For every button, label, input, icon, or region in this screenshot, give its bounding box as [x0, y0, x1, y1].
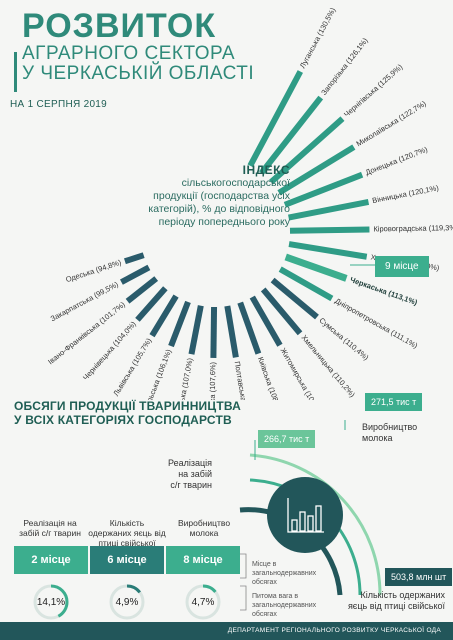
- index-description: ІНДЕКС сільськогосподарської продукції (…: [140, 163, 290, 229]
- milk-label: Виробництво молока: [362, 422, 417, 444]
- index-radial-chart: Луганська (130,5%)Запорізька (126,1%)Чер…: [46, 6, 453, 400]
- title-accent-bar: [14, 52, 17, 92]
- meat-value-badge: 266,7 тис т: [258, 430, 316, 448]
- bar-label-Вінницька: Вінницька (120,1%): [371, 183, 439, 205]
- index-title: ІНДЕКС: [242, 163, 290, 177]
- title-line-3: У ЧЕРКАСЬКІЙ ОБЛАСТІ: [22, 63, 255, 84]
- note-share: Питома вага в загальнодержавних обсягах: [252, 593, 317, 618]
- milk-label-line2: молока: [362, 433, 393, 443]
- bar-label-Полтавська: Полтавська (108,1%): [233, 361, 254, 400]
- ring-fill-2: [109, 584, 145, 620]
- bar-Вінницька: [288, 198, 370, 221]
- col3-header: Виробництво молока: [177, 518, 231, 538]
- bar-label-Київська: Київська (108,9%): [256, 356, 286, 400]
- milk-label-line1: Виробництво: [362, 422, 418, 432]
- ring-fill-1: [33, 584, 69, 620]
- section2-title-line2: У ВСІХ КАТЕГОРІЯХ ГОСПОДАРСТВ: [14, 413, 232, 427]
- eggs-label: Кількість одержаних яєць від птиці свійс…: [345, 590, 445, 612]
- footer-text: ДЕПАРТАМЕНТ РЕГІОНАЛЬНОГО РОЗВИТКУ ЧЕРКА…: [227, 627, 441, 634]
- bar-Харківська: [288, 241, 368, 260]
- eggs-label-line1: Кількість одержаних: [360, 590, 445, 600]
- bar-Херсонська: [210, 306, 218, 358]
- bar-Луганська: [247, 70, 303, 168]
- meat-label: Реалізація на забій с/г тварин: [160, 458, 212, 491]
- section2-title: ОБСЯГИ ПРОДУКЦІЇ ТВАРИННИЦТВА У ВСІХ КАТ…: [14, 399, 241, 427]
- col2-share: 4,9%: [115, 597, 139, 608]
- bar-label-Херсонська: Херсонська (107,6%): [207, 361, 217, 400]
- arcs-graphic: [239, 420, 382, 596]
- note-place: Місце в загальнодержавних обсягах: [252, 561, 317, 586]
- bar-Івано-Франківська: [125, 276, 159, 304]
- bar-Одеська: [124, 252, 145, 265]
- bar-Запорізька: [259, 95, 324, 175]
- ring-fill-3: [185, 584, 221, 620]
- meat-label-line2: на забій: [178, 469, 212, 479]
- bar-Кіровоградська: [289, 226, 370, 234]
- section2-title-line1: ОБСЯГИ ПРОДУКЦІЇ ТВАРИННИЦТВА: [14, 399, 242, 413]
- bar-label-Чернігівська: Чернігівська (125,9%): [342, 62, 405, 119]
- title-line-2: АГРАРНОГО СЕКТОРА: [22, 43, 236, 64]
- bar-label-Миколаївська: Миколаївська (122,7%): [355, 99, 428, 149]
- bar-Миколаївська: [277, 144, 356, 196]
- eggs-label-line2: яєць від птиці свійської: [347, 601, 445, 611]
- bar-Житомирська: [249, 295, 283, 347]
- footer: ДЕПАРТАМЕНТ РЕГІОНАЛЬНОГО РОЗВИТКУ ЧЕРКА…: [0, 622, 453, 640]
- col3-share: 4,7%: [191, 597, 215, 608]
- bar-label-Кіровоградська: Кіровоградська (119,3%): [373, 223, 453, 233]
- share-rings: [33, 584, 221, 620]
- bar-Закарпатська: [119, 264, 151, 285]
- title-main: РОЗВИТОК: [22, 7, 217, 45]
- bar-label-Волинська: Волинська (107,0%): [173, 357, 195, 400]
- legend-brackets: [240, 553, 247, 611]
- page-title: РОЗВИТОК АГРАРНОГО СЕКТОРА У ЧЕРКАСЬКІЙ …: [14, 7, 282, 92]
- bar-Чернігівська: [269, 116, 345, 185]
- bar-Дніпропетровська: [278, 266, 334, 302]
- bar-Черкаська: [284, 253, 348, 282]
- milk-arc: [249, 453, 382, 596]
- bar-Тернопільська: [168, 300, 191, 348]
- bar-Чернівецька: [135, 286, 168, 322]
- bar-Полтавська: [224, 305, 239, 358]
- bar-Сумська: [270, 277, 319, 320]
- bar-label-Луганська: Луганська (130,5%): [298, 6, 338, 70]
- eggs-value-badge: 503,8 млн шт: [385, 568, 453, 586]
- col2-place: 6 місце: [90, 546, 164, 574]
- col2-header: Кількість одержаних яєць від птиці свійс…: [88, 518, 166, 548]
- bar-label-Черкаська: Черкаська (113,1%): [349, 275, 419, 307]
- bar-Волинська: [188, 305, 204, 355]
- bar-label-Запорізька: Запорізька (126,1%): [319, 36, 370, 97]
- bar-chart-icon: [287, 498, 324, 533]
- index-text: сільськогосподарської продукції (господа…: [148, 177, 290, 228]
- col3-place: 8 місце: [166, 546, 240, 574]
- bar-label-Донецька: Донецька (120,7%): [364, 144, 429, 177]
- bar-Хмельницька: [260, 287, 303, 336]
- bar-Київська: [237, 301, 262, 355]
- rank-badge: 9 місце: [375, 256, 429, 277]
- meat-label-line1: Реалізація: [167, 458, 212, 468]
- col1-place: 2 місце: [14, 546, 88, 574]
- col1-header: Реалізація на забій с/г тварин: [19, 518, 81, 538]
- col1-share: 14,1%: [36, 597, 66, 608]
- milk-value-badge: 271,5 тис т: [365, 393, 423, 411]
- bar-Львівська: [149, 294, 179, 338]
- meat-label-line3: с/г тварин: [170, 480, 212, 490]
- report-date: НА 1 СЕРПНЯ 2019: [10, 99, 108, 110]
- bar-Донецька: [283, 171, 364, 208]
